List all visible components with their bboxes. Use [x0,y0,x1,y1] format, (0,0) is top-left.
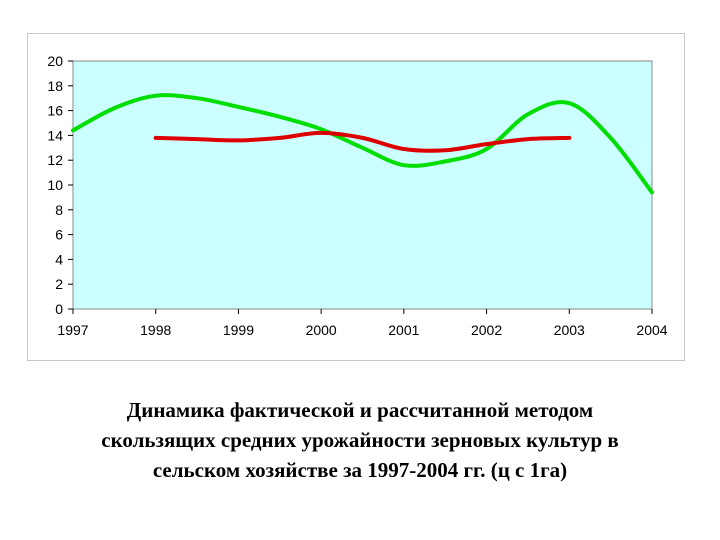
x-tick-label: 2001 [388,322,419,338]
line-chart: 0 2 4 6 8 10 12 14 16 18 20 1997 1998 1999 2000 2001 200… [47,53,667,338]
y-tick-label: 6 [55,227,63,243]
caption-line-2: скользящих средних урожайности зерновых … [101,428,619,452]
y-tick-label: 18 [47,78,63,94]
x-tick-label: 1999 [223,322,254,338]
x-tick-label: 2004 [636,322,667,338]
caption-line-1: Динамика фактической и рассчитанной мето… [126,398,594,422]
y-tick-label: 8 [55,202,63,218]
y-tick-label: 10 [47,177,63,193]
x-tick-label: 1998 [140,322,171,338]
plot-area [72,60,653,310]
caption-line-3: сельском хозяйстве за 1997-2004 гг. (ц с… [152,458,568,482]
x-tick-label: 1997 [57,322,88,338]
x-tick-label: 2003 [554,322,585,338]
y-tick-label: 0 [55,301,63,317]
y-tick-label: 16 [47,103,63,119]
x-tick-label: 2000 [306,322,337,338]
chart-caption: Динамика фактической и рассчитанной мето… [40,395,680,485]
series-line-2 [153,130,572,153]
y-tick-label: 4 [55,251,63,267]
chart-frame: 0 2 4 6 8 10 12 14 16 18 20 1997 1998 1999 2000 2001 200… [27,33,685,361]
y-tick-label: 12 [47,152,63,168]
y-tick-label: 20 [47,53,63,69]
y-tick-label: 2 [55,276,63,292]
x-tick-label: 2002 [471,322,502,338]
series-line-1 [71,93,654,195]
y-tick-label: 14 [47,127,63,143]
